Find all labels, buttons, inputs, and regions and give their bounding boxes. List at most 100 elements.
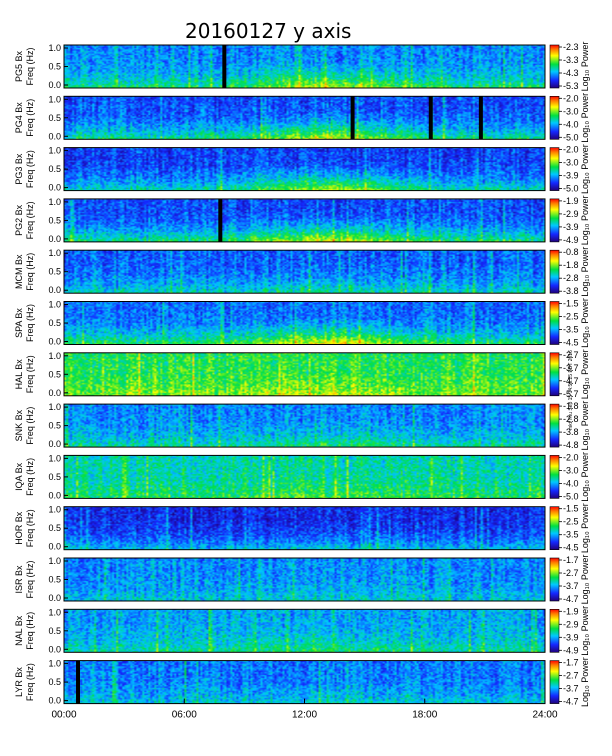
y-tick-label: 0.5	[48, 677, 61, 687]
colorbar	[549, 557, 560, 602]
colorbar-tick-label: -4.7	[563, 697, 579, 707]
colorbar-label: Log₁₀ Power	[580, 144, 590, 194]
y-tick-label: 0.0	[48, 183, 61, 193]
colorbar-tick-label: -2.9	[563, 619, 579, 629]
colorbar-tick-label: -4.9	[563, 645, 579, 655]
colorbar-tick-label: -1.8	[563, 260, 579, 270]
colorbar	[549, 198, 560, 243]
colorbar-tick-label: -5.3	[563, 81, 579, 91]
colorbar-label: Log₁₀ Power	[580, 452, 590, 502]
colorbar-tick-label: -1.9	[563, 196, 579, 206]
colorbar-tick-label: -3.5	[563, 325, 579, 335]
y-tick-label: 0.5	[48, 421, 61, 431]
frequency-label: Freq (Hz)	[25, 355, 35, 393]
colorbar-tick-label: -2.9	[563, 209, 579, 219]
colorbar-tick-label: -3.0	[563, 158, 579, 168]
colorbar	[549, 96, 560, 140]
panel-snk: 1.0 0.5 0.0 SNK Bx Freq (Hz) -1.8 -2.8 -3.8 -4.8…	[14, 401, 590, 451]
station-label: PG5 Bx	[14, 50, 24, 82]
y-tick-label: 0.0	[48, 80, 61, 90]
colorbar-tick-label: -2.0	[563, 93, 579, 103]
y-tick-label: 1.0	[48, 43, 61, 53]
y-tick-label: 1.0	[48, 248, 61, 258]
y-tick-label: 1.0	[48, 300, 61, 310]
spectrogram-snk	[64, 404, 545, 448]
colorbar-tick-label: -3.9	[563, 171, 579, 181]
colorbar-tick-label: -3.0	[563, 465, 579, 475]
colorbar-tick-label: -5.0	[563, 184, 579, 194]
y-tick-label: 1.0	[48, 607, 61, 617]
y-tick-label: 0.5	[48, 575, 61, 585]
spectrogram-isr	[64, 558, 545, 601]
colorbar-tick-label: -3.8	[563, 286, 579, 296]
y-tick-label: 0.0	[48, 593, 61, 603]
colorbar-label: Log₁₀ Power	[580, 298, 590, 348]
spectrogram-pg4	[64, 96, 545, 140]
spectrogram-nal	[64, 609, 545, 653]
y-tick-label: 1.0	[48, 659, 61, 669]
colorbar	[549, 608, 560, 653]
colorbar-label: Log₁₀ Power	[580, 349, 590, 399]
y-tick-label: 0.5	[48, 318, 61, 328]
colorbar-label: Log₁₀ Power	[580, 195, 590, 245]
data-gap	[478, 96, 483, 140]
colorbar	[549, 660, 560, 704]
spectrogram-pg5	[64, 45, 545, 88]
frequency-label: Freq (Hz)	[25, 304, 35, 342]
y-tick-label: 0.0	[48, 542, 61, 552]
x-tick-label: 24:00	[532, 710, 557, 721]
frequency-label: Freq (Hz)	[25, 150, 35, 188]
colorbar-tick-label: -5.7	[563, 389, 579, 399]
panel-hal: 1.0 0.5 0.0 HAL Bx Freq (Hz) -2.7 -3.7 -4.7 -5.7…	[14, 349, 590, 399]
panel-pg5: 1.0 0.5 0.0 PG5 Bx Freq (Hz) -2.3 -3.3 -4.3 -5.3…	[14, 42, 590, 92]
colorbar-tick-label: -3.3	[563, 55, 579, 65]
colorbar-tick-label: -1.7	[563, 658, 579, 668]
colorbar	[549, 455, 560, 499]
colorbar-tick-label: -2.7	[563, 671, 579, 681]
colorbar-tick-label: -2.7	[563, 350, 579, 360]
y-tick-label: 1.0	[48, 453, 61, 463]
frequency-label: Freq (Hz)	[25, 560, 35, 598]
y-tick-label: 1.0	[48, 94, 61, 104]
station-label: ISR Bx	[14, 565, 24, 594]
colorbar-tick-label: -2.5	[563, 312, 579, 322]
chart-title: 20160127 y axis	[185, 19, 351, 43]
generation-note: mkt Thu Sep 15 14:58:25 EDT 2016	[568, 350, 574, 430]
colorbar-tick-label: -1.5	[563, 299, 579, 309]
frequency-label: Freq (Hz)	[25, 99, 35, 137]
colorbar	[549, 44, 560, 89]
frequency-label: Freq (Hz)	[25, 663, 35, 701]
time-axis: 00:00 06:00 12:00 18:00 24:00	[51, 698, 558, 721]
panel-pg2: 1.0 0.5 0.0 PG2 Bx Freq (Hz) -1.9 -2.9 -3.9 -4.9…	[14, 195, 590, 245]
colorbar-tick-label: -3.7	[563, 581, 579, 591]
colorbar	[549, 506, 560, 551]
colorbar	[549, 403, 560, 448]
colorbar-label: Log₁₀ Power	[580, 606, 590, 656]
frequency-label: Freq (Hz)	[25, 201, 35, 239]
y-tick-label: 0.0	[48, 131, 61, 141]
colorbar-tick-label: -2.7	[563, 568, 579, 578]
spectrogram-iqa	[64, 455, 545, 499]
x-tick-label: 12:00	[292, 710, 317, 721]
panel-spa: 1.0 0.5 0.0 SPA Bx Freq (Hz) -1.5 -2.5 -3.5 -4.5…	[14, 298, 590, 348]
colorbar-tick-label: -1.7	[563, 555, 579, 565]
y-tick-label: 0.5	[48, 626, 61, 636]
colorbar-tick-label: -2.8	[563, 273, 579, 283]
colorbar-tick-label: -4.5	[563, 338, 579, 348]
colorbar-label: Log₁₀ Power	[580, 247, 590, 297]
station-label: PG4 Bx	[14, 102, 24, 134]
y-tick-label: 0.5	[48, 472, 61, 482]
colorbar-label: Log₁₀ Power	[580, 93, 590, 143]
colorbar-tick-label: -1.5	[563, 504, 579, 514]
station-label: HAL Bx	[14, 359, 24, 390]
y-tick-label: 1.0	[48, 197, 61, 207]
station-label: LYR Bx	[14, 667, 24, 697]
y-tick-label: 0.5	[48, 369, 61, 379]
colorbar-tick-label: -2.0	[563, 452, 579, 462]
colorbar	[549, 352, 560, 397]
data-gap	[218, 198, 223, 242]
y-tick-label: 0.0	[48, 337, 61, 347]
station-label: NAL Bx	[14, 615, 24, 646]
y-tick-label: 0.5	[48, 113, 61, 123]
